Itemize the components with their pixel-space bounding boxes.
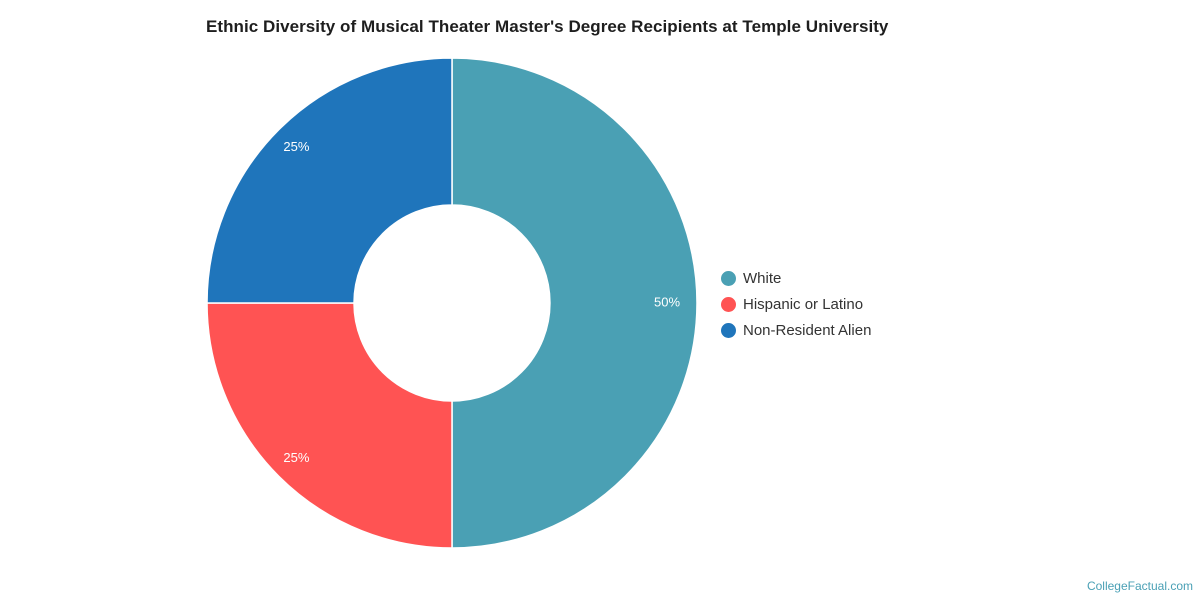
- chart-title: Ethnic Diversity of Musical Theater Mast…: [206, 17, 889, 36]
- legend-label: Hispanic or Latino: [743, 295, 864, 313]
- legend-swatch: [721, 322, 736, 338]
- slice-non-resident-alien[interactable]: [206, 57, 453, 304]
- legend-swatch: [721, 270, 736, 286]
- source-watermark[interactable]: CollegeFactual.com: [1086, 579, 1193, 593]
- chart-legend: White Hispanic or Latino Non-Resident Alie…: [721, 265, 871, 343]
- legend-label: Non-Resident Alien: [743, 321, 872, 339]
- legend-label: White: [743, 269, 782, 287]
- legend-swatch: [721, 296, 736, 312]
- slice-white[interactable]: [451, 57, 698, 549]
- data-label-white: 50%: [654, 294, 680, 309]
- legend-item-non-resident-alien[interactable]: Non-Resident Alien: [721, 317, 871, 343]
- legend-item-white[interactable]: White: [721, 265, 871, 291]
- slice-hispanic-or-latino[interactable]: [206, 302, 453, 549]
- legend-item-hispanic-or-latino[interactable]: Hispanic or Latino: [721, 291, 871, 317]
- data-label-non-resident-alien: 25%: [283, 139, 309, 154]
- data-label-hispanic-or-latino: 25%: [283, 450, 309, 465]
